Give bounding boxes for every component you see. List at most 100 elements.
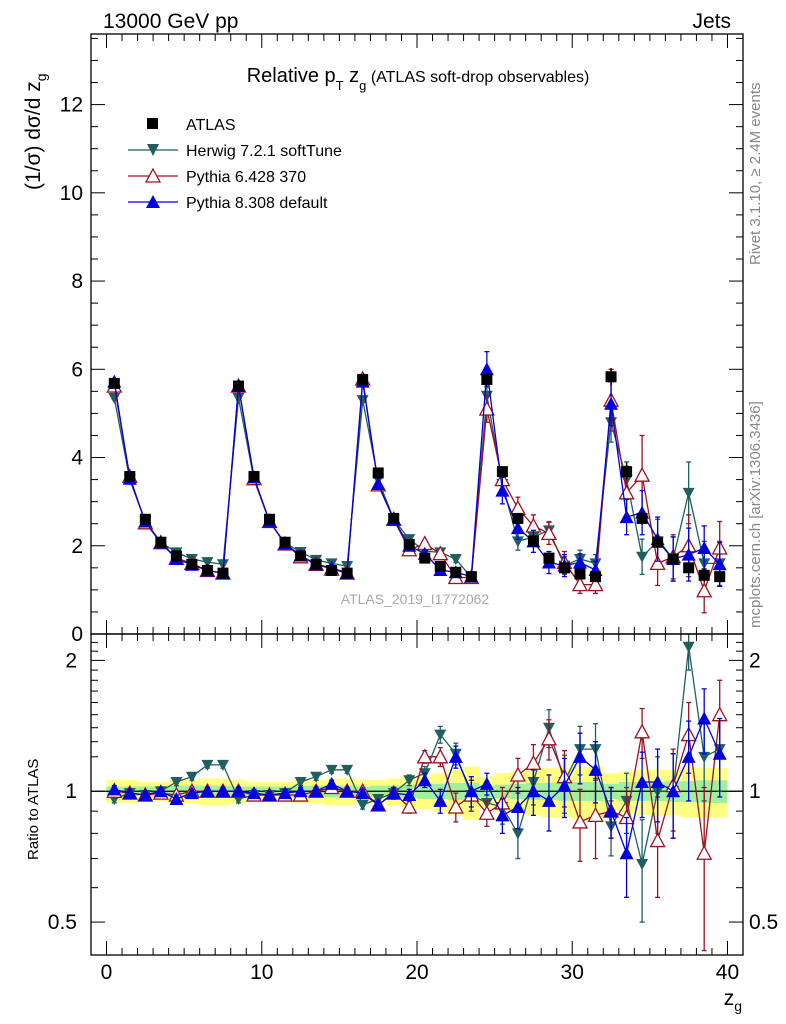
rivet-version-text: Rivet 3.1.10, ≥ 2.4M events [747, 83, 764, 266]
ratio-point-herwig [356, 799, 369, 811]
legend-label-herwig: Herwig 7.2.1 softTune [186, 143, 342, 160]
ratio-y-tick-label: 1 [65, 780, 77, 803]
ratio-point-herwig [216, 759, 229, 771]
ratio-point-pythia6 [432, 748, 449, 764]
point-pythia8 [619, 510, 634, 524]
ratio-point-pythia8 [573, 749, 587, 763]
point-data [232, 380, 244, 392]
ratio-point-pythia8 [309, 784, 324, 798]
point-data [714, 571, 726, 583]
point-data [698, 569, 710, 581]
point-data [108, 377, 120, 389]
point-pythia6 [696, 582, 713, 598]
point-pythia6 [571, 576, 589, 592]
ratio-point-herwig [294, 777, 307, 789]
point-data [403, 538, 415, 550]
ratio-y-axis-label: Ratio to ATLAS [25, 759, 42, 860]
ratio-series-pythia8 [107, 688, 727, 899]
ratio-point-pythia8 [417, 773, 432, 787]
legend-marker-atlas [147, 118, 158, 129]
point-data [683, 562, 695, 574]
ratio-point-pythia8 [247, 786, 261, 800]
point-data [605, 371, 617, 383]
legend-entry-herwig: Herwig 7.2.1 softTune [128, 143, 342, 160]
point-data [279, 536, 291, 548]
series-data [108, 367, 726, 584]
ratio-point-pythia8 [604, 804, 619, 818]
ratio-y-tick-label-right: 2 [749, 649, 761, 672]
legend: ATLAS Herwig 7.2.1 softTune Pythia 6.428… [128, 117, 342, 212]
point-data [590, 571, 602, 583]
ratio-point-pythia8 [588, 762, 603, 776]
ratio-point-herwig [698, 751, 711, 763]
ratio-point-herwig [636, 859, 649, 871]
ratio-point-pythia8 [433, 793, 448, 807]
legend-entry-atlas: ATLAS [147, 117, 236, 134]
point-pythia6 [432, 545, 449, 561]
ratio-point-pythia6 [447, 798, 464, 814]
point-data [419, 552, 431, 564]
main-y-axis-label: (1/σ) dσ/d zg [22, 73, 49, 190]
point-pythia8 [495, 483, 510, 497]
x-tick-label: 40 [716, 961, 739, 984]
ratio-point-herwig [185, 771, 198, 783]
ratio-point-pythia8 [355, 786, 370, 800]
ratio-point-pythia6 [587, 806, 604, 823]
ratio-point-herwig [511, 828, 524, 840]
ratio-point-pythia8 [479, 776, 494, 790]
point-pythia8 [573, 555, 587, 569]
point-herwig [682, 487, 695, 499]
ratio-point-pythia8 [169, 791, 184, 805]
header-right: Jets [692, 10, 731, 33]
point-data [527, 535, 539, 547]
point-data [139, 513, 151, 525]
point-data [574, 568, 586, 580]
ratio-point-herwig [201, 759, 214, 771]
legend-label-atlas: ATLAS [186, 117, 236, 134]
ratio-y-tick-label: 0.5 [48, 911, 77, 934]
ratio-point-pythia6 [478, 804, 495, 820]
point-pythia8 [712, 557, 727, 571]
point-data [310, 558, 322, 570]
point-data [496, 466, 508, 478]
point-pythia8 [479, 362, 494, 376]
ratio-point-pythia8 [215, 784, 230, 798]
ratio-point-pythia8 [666, 784, 681, 798]
point-herwig [108, 392, 121, 404]
point-pythia6 [649, 555, 666, 571]
ratio-point-pythia8 [184, 786, 199, 800]
point-herwig [636, 551, 649, 563]
ratio-point-pythia6 [649, 832, 666, 848]
point-data [621, 466, 633, 478]
y-tick-label: 6 [71, 358, 83, 381]
ratio-point-pythia8 [122, 786, 137, 800]
header-left: 13000 GeV pp [103, 10, 238, 33]
analysis-watermark: ATLAS_2019_I1772062 [341, 591, 490, 607]
ratio-point-herwig [310, 771, 323, 783]
point-data [341, 567, 353, 579]
ratio-point-herwig [682, 641, 695, 653]
point-pythia8 [604, 396, 619, 410]
ratio-point-pythia8 [650, 775, 665, 789]
ratio-y-tick-label-right: 1 [749, 780, 761, 803]
ratio-point-pythia8 [495, 808, 510, 822]
chart-title: Relative pT zg (ATLAS soft-drop observab… [247, 65, 590, 93]
ratio-point-pythia8 [278, 786, 293, 800]
ratio-panel-frame [90, 633, 744, 956]
point-data [652, 536, 664, 548]
point-data [636, 512, 648, 524]
ratio-point-pythia8 [697, 711, 712, 725]
point-data [543, 552, 555, 564]
ratio-point-pythia8 [340, 784, 355, 798]
ratio-point-pythia8 [635, 775, 650, 789]
legend-label-pythia6: Pythia 6.428 370 [186, 169, 306, 186]
ratio-line-pythia8 [114, 716, 721, 856]
ratio-point-pythia8 [107, 782, 122, 796]
point-data [155, 536, 167, 548]
point-herwig [232, 392, 245, 404]
ratio-point-pythia8 [526, 784, 541, 798]
ratio-point-pythia8 [541, 793, 556, 807]
x-tick-label: 20 [405, 961, 428, 984]
point-pythia8 [510, 521, 525, 535]
